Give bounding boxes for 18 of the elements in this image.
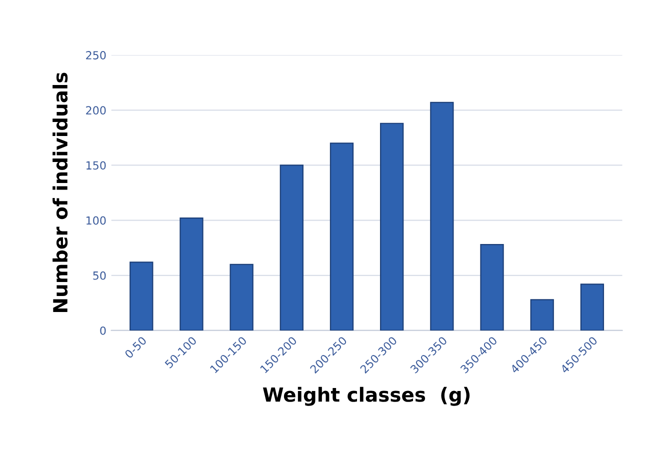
bar: [380, 122, 404, 330]
bar: [280, 164, 304, 330]
y-tick-label: 100: [86, 216, 106, 225]
x-axis-title: Weight classes (g): [262, 386, 470, 406]
y-axis-title: Number of individuals: [52, 72, 68, 312]
bar: [130, 262, 154, 330]
y-tick-label: 50: [93, 271, 106, 280]
bar: [230, 264, 254, 330]
bar: [530, 299, 554, 330]
y-tick-label: 200: [86, 106, 106, 115]
bar: [430, 102, 454, 330]
bar: [330, 142, 354, 330]
y-tick-label: 0: [100, 326, 106, 335]
y-tick-label: 250: [86, 51, 106, 60]
y-tick-label: 150: [86, 161, 106, 170]
bar: [480, 244, 504, 330]
bar: [580, 284, 604, 330]
bar: [180, 218, 204, 330]
